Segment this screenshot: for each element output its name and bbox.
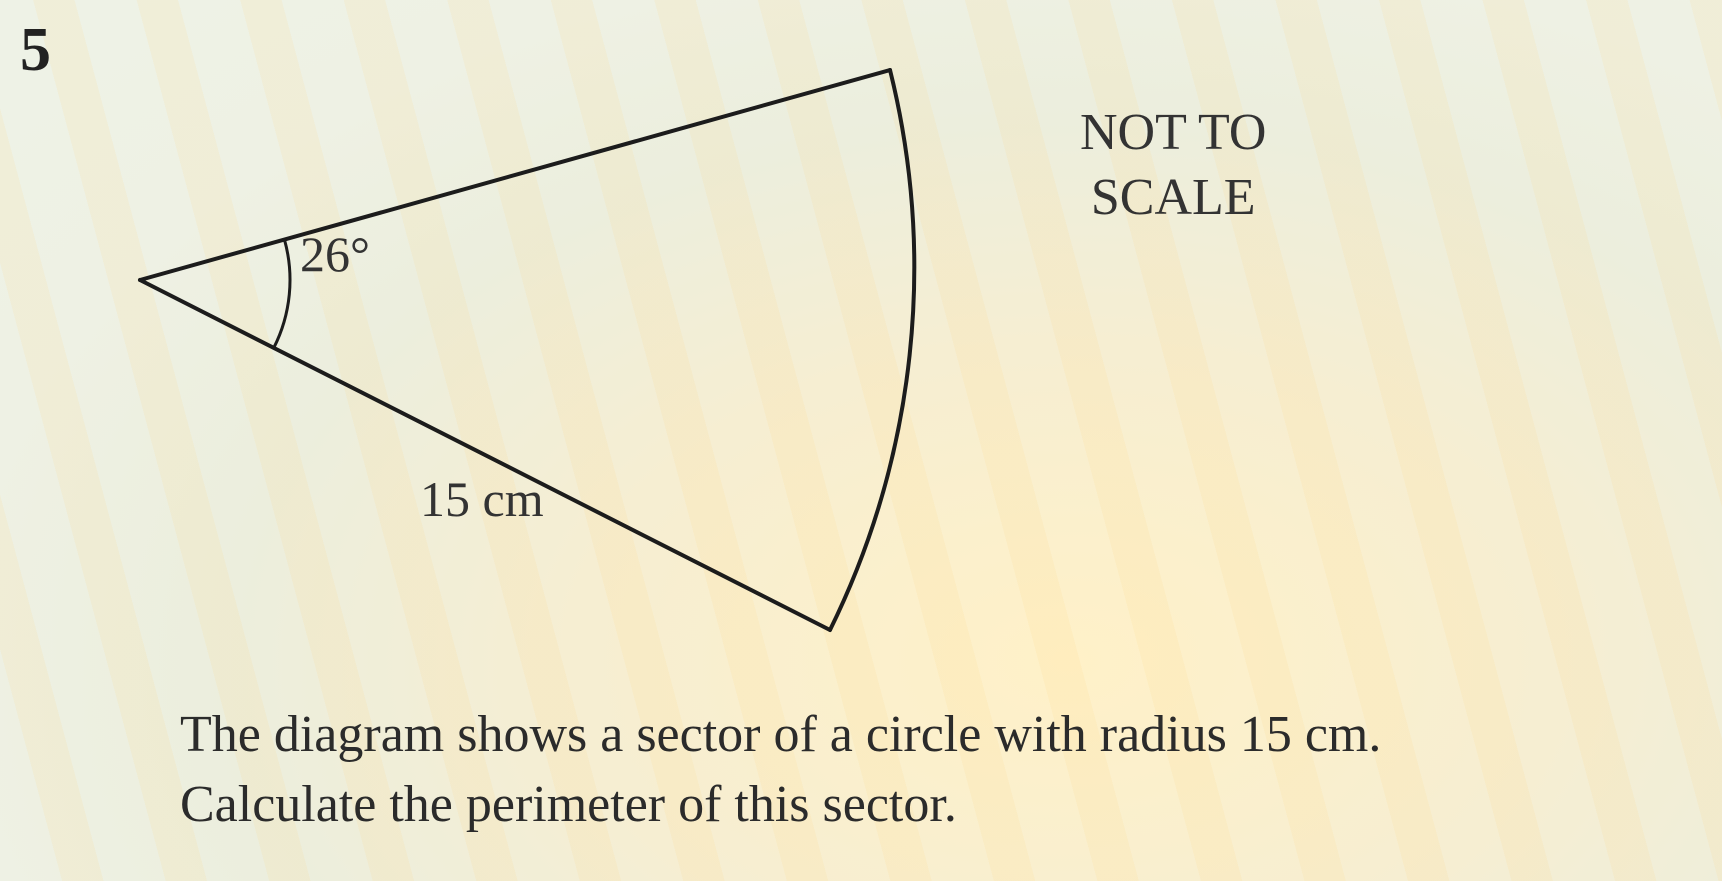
sector-radius-bottom [140, 280, 830, 630]
sector-arc [830, 70, 914, 630]
prompt-line-1: The diagram shows a sector of a circle w… [180, 700, 1381, 770]
angle-marker-arc [274, 240, 290, 348]
sector-radius-top [140, 70, 890, 280]
not-to-scale-line1: NOT TO [1080, 100, 1266, 165]
question-prompt: The diagram shows a sector of a circle w… [180, 700, 1381, 840]
not-to-scale-line2: SCALE [1080, 165, 1266, 230]
angle-label: 26° [300, 225, 370, 283]
not-to-scale-note: NOT TO SCALE [1080, 100, 1266, 230]
radius-label: 15 cm [420, 470, 544, 528]
prompt-line-2: Calculate the perimeter of this sector. [180, 770, 1381, 840]
sector-diagram [100, 30, 1020, 660]
question-number: 5 [20, 15, 51, 86]
